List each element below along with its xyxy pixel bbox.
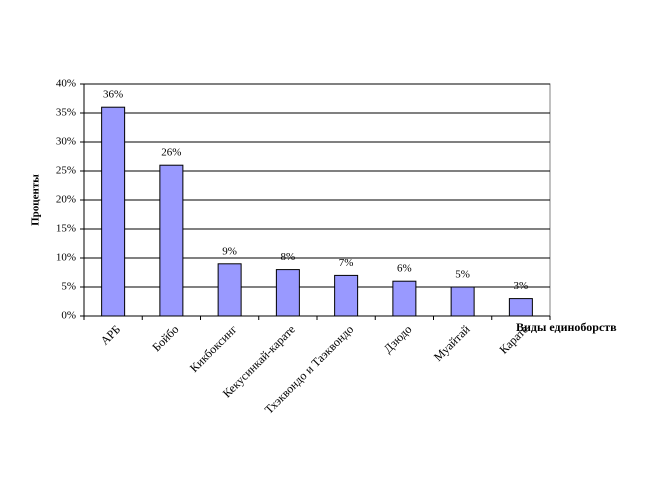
y-tick-label: 25% [56, 165, 76, 177]
x-tick-label: Карате [496, 322, 530, 356]
value-label: 26% [161, 147, 181, 159]
value-label: 6% [397, 263, 412, 275]
bar [101, 106, 126, 317]
x-tick-label: АРБ [98, 322, 124, 348]
value-label: 3% [514, 280, 529, 292]
x-tick-label: Кикбоксинг [187, 322, 240, 375]
bar [450, 286, 475, 317]
y-tick-label: 5% [61, 281, 76, 293]
y-tick-label: 20% [56, 194, 76, 206]
bar [275, 269, 300, 317]
x-tick-label: Муайтай [431, 322, 473, 364]
bar [334, 274, 359, 317]
value-label: 5% [455, 269, 470, 281]
value-label: 8% [281, 251, 296, 263]
y-tick-label: 15% [56, 223, 76, 235]
bar [392, 280, 417, 317]
y-tick-label: 0% [61, 310, 76, 322]
x-tick-label: Бойбо [149, 322, 181, 354]
y-tick-label: 10% [56, 252, 76, 264]
bar [159, 164, 184, 317]
y-tick-label: 35% [56, 107, 76, 119]
x-tick-label: Дзюдо [381, 322, 415, 356]
bar [508, 298, 533, 317]
bar [217, 263, 242, 317]
y-tick-label: 30% [56, 136, 76, 148]
y-axis-label: Проценты [30, 174, 42, 226]
y-tick-label: 40% [56, 78, 76, 90]
value-label: 9% [222, 245, 237, 257]
value-label: 36% [103, 89, 123, 101]
x-axis-label: Виды единоборств [516, 320, 617, 334]
value-label: 7% [339, 257, 354, 269]
